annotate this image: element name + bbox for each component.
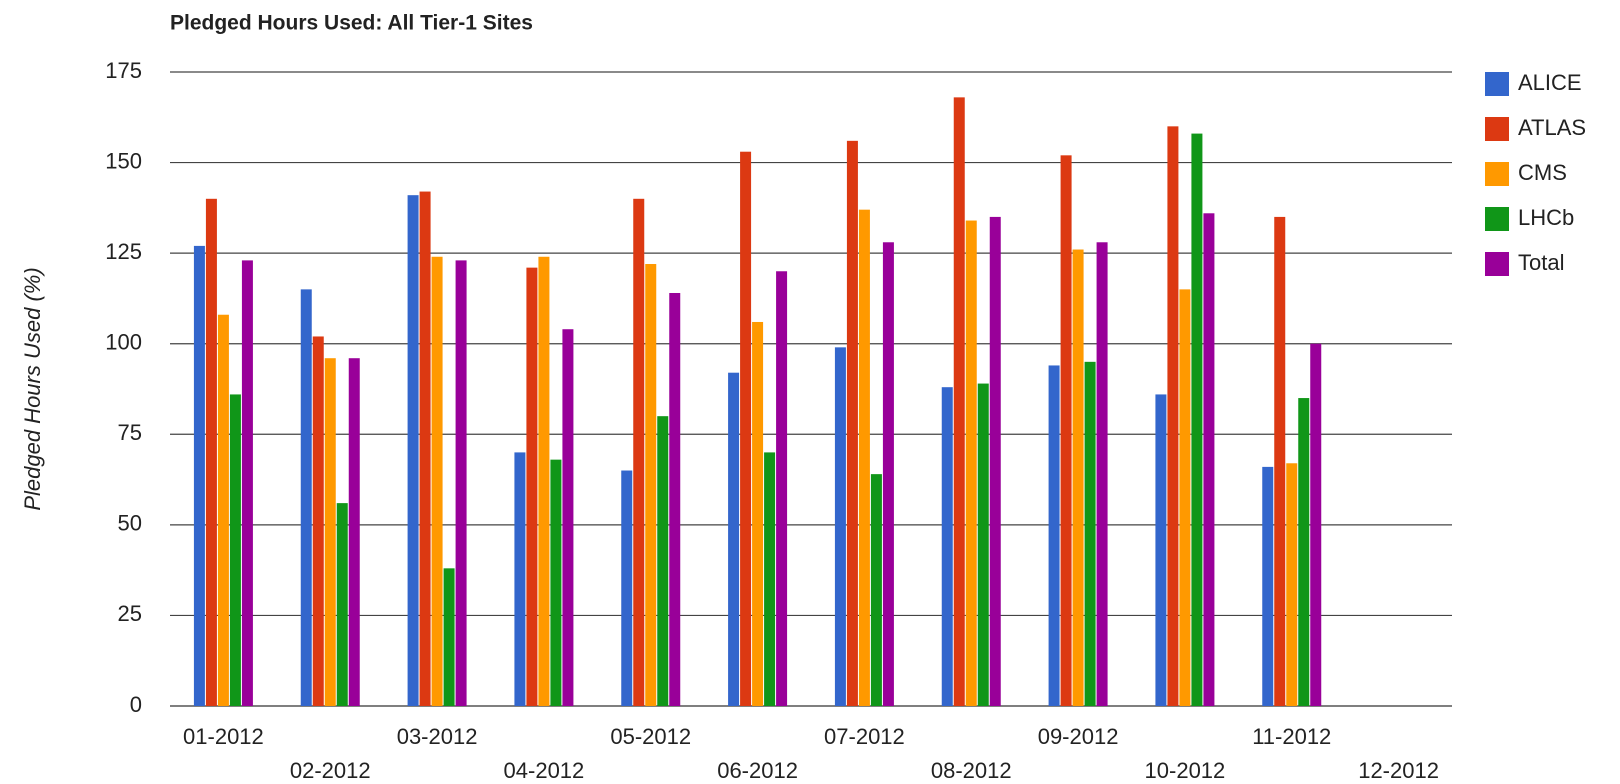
bar [728,372,740,706]
bar [752,321,764,706]
bar [1084,361,1096,706]
bar [550,459,562,706]
bar [312,336,324,706]
bar [621,470,633,706]
bar [941,387,953,706]
legend-label: Total [1518,250,1564,275]
bar [562,329,574,706]
bar [1167,126,1179,707]
bar [965,220,977,706]
legend-swatch [1485,252,1509,276]
bar [1298,398,1310,706]
x-tick-label: 11-2012 [1252,724,1331,749]
bar [443,568,455,706]
bar [953,97,965,707]
legend-label: ALICE [1518,70,1582,95]
bar [1048,365,1060,706]
bar [776,271,788,706]
x-tick-label: 01-2012 [183,724,264,749]
bar [229,394,241,706]
bar [241,260,253,706]
bar [669,292,681,706]
x-tick-label: 08-2012 [931,758,1012,783]
bar [514,452,526,706]
legend-label: ATLAS [1518,115,1586,140]
chart-title: Pledged Hours Used: All Tier-1 Sites [170,12,533,35]
bar [431,256,443,706]
bar [1262,466,1274,706]
x-tick-label: 07-2012 [824,724,905,749]
bar [1060,155,1072,707]
y-tick-label: 50 [118,511,142,536]
bar [764,452,776,706]
bar [977,383,989,706]
legend-swatch [1485,117,1509,141]
bar [538,256,550,706]
bar [407,195,419,707]
x-tick-label: 02-2012 [290,758,371,783]
bar [1274,216,1286,706]
x-tick-label: 12-2012 [1358,758,1439,783]
bar [1155,394,1167,706]
bar [1203,213,1215,706]
bar [300,289,312,706]
y-tick-label: 25 [118,601,142,626]
bar [633,198,645,707]
bar [1191,133,1203,707]
y-tick-label: 100 [105,330,142,355]
x-tick-label: 05-2012 [610,724,691,749]
x-tick-label: 06-2012 [717,758,798,783]
bar [1096,242,1108,706]
x-tick-label: 04-2012 [504,758,585,783]
bar [217,314,229,706]
bar [989,216,1001,706]
legend-label: LHCb [1518,205,1574,230]
bar [526,267,538,706]
bar [740,151,752,706]
bar [348,358,360,706]
bar [1310,343,1322,706]
x-tick-label: 09-2012 [1038,724,1119,749]
x-tick-label: 03-2012 [397,724,478,749]
bar [1179,289,1191,706]
bar [882,242,894,706]
y-tick-label: 75 [118,420,142,445]
bar [1072,249,1084,706]
bar [1286,463,1298,706]
y-tick-label: 175 [105,58,142,83]
bar [205,198,217,707]
bar [324,358,336,706]
legend-label: CMS [1518,160,1567,185]
legend-swatch [1485,162,1509,186]
y-axis-title: Pledged Hours Used (%) [20,267,45,510]
bar [846,140,858,706]
bar [419,191,431,706]
x-tick-label: 10-2012 [1145,758,1226,783]
y-tick-label: 0 [130,692,142,717]
y-tick-label: 125 [105,239,142,264]
bar [657,416,669,706]
bar [645,264,657,706]
bar [193,245,205,706]
legend-swatch [1485,72,1509,96]
bar [870,474,882,706]
legend-swatch [1485,207,1509,231]
bar [455,260,467,706]
bar [834,347,846,706]
bar [858,209,870,706]
y-tick-label: 150 [105,148,142,173]
bar [336,503,348,706]
